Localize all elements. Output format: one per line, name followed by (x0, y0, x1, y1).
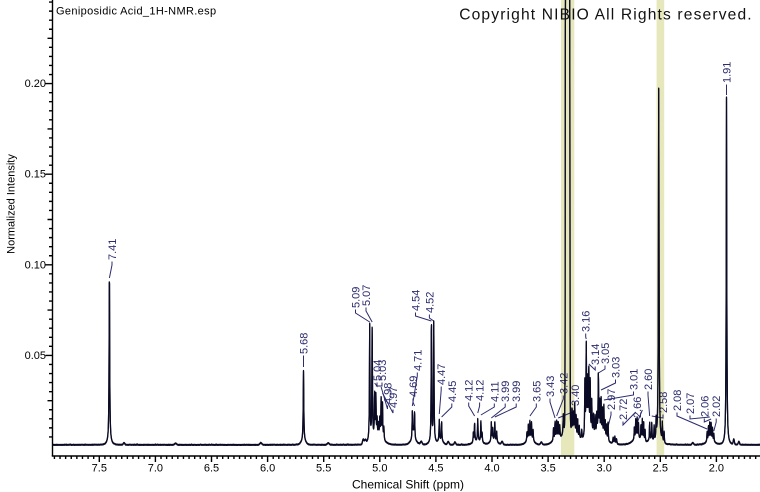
svg-text:5.07: 5.07 (361, 285, 373, 306)
svg-text:5.0: 5.0 (372, 463, 387, 475)
svg-text:2.06: 2.06 (699, 396, 711, 417)
svg-text:3.40: 3.40 (570, 385, 582, 406)
svg-text:7.41: 7.41 (107, 239, 119, 260)
svg-text:4.45: 4.45 (447, 381, 459, 402)
svg-text:4.12: 4.12 (475, 380, 487, 401)
svg-text:6.5: 6.5 (204, 463, 219, 475)
svg-text:4.54: 4.54 (411, 290, 423, 311)
svg-text:7.0: 7.0 (148, 463, 163, 475)
svg-text:2.97: 2.97 (606, 389, 618, 410)
svg-text:Chemical Shift (ppm): Chemical Shift (ppm) (352, 478, 464, 492)
svg-text:6.0: 6.0 (260, 463, 275, 475)
svg-text:2.60: 2.60 (643, 369, 655, 390)
svg-text:3.03: 3.03 (611, 357, 623, 378)
svg-text:5.09: 5.09 (351, 287, 363, 308)
svg-text:2.58: 2.58 (658, 392, 670, 413)
svg-text:4.0: 4.0 (484, 463, 499, 475)
svg-text:2.5: 2.5 (653, 463, 668, 475)
svg-text:0.20: 0.20 (25, 78, 46, 90)
svg-text:5.5: 5.5 (316, 463, 331, 475)
svg-text:3.99: 3.99 (511, 381, 523, 402)
svg-text:0.15: 0.15 (25, 169, 46, 181)
svg-text:5.03: 5.03 (377, 360, 389, 381)
svg-text:4.11: 4.11 (489, 381, 501, 402)
svg-text:1.91: 1.91 (722, 62, 734, 83)
svg-text:0.10: 0.10 (25, 259, 46, 271)
svg-text:4.69: 4.69 (408, 376, 420, 397)
svg-text:Copyright NIBIO All Rights res: Copyright NIBIO All Rights reserved. (459, 7, 753, 24)
svg-text:3.42: 3.42 (558, 373, 570, 394)
svg-text:4.71: 4.71 (412, 350, 424, 371)
svg-text:3.16: 3.16 (581, 311, 593, 332)
svg-text:3.05: 3.05 (600, 343, 612, 364)
svg-text:4.47: 4.47 (436, 364, 448, 385)
svg-text:3.43: 3.43 (545, 376, 557, 397)
svg-text:5.68: 5.68 (299, 333, 311, 354)
svg-text:2.02: 2.02 (711, 396, 723, 417)
svg-text:4.5: 4.5 (428, 463, 443, 475)
svg-text:3.99: 3.99 (500, 381, 512, 402)
svg-text:5.04: 5.04 (372, 360, 384, 381)
svg-text:0.05: 0.05 (25, 350, 46, 362)
svg-text:2.66: 2.66 (632, 397, 644, 418)
svg-text:3.01: 3.01 (629, 369, 641, 390)
svg-text:3.14: 3.14 (590, 344, 602, 365)
svg-text:3.0: 3.0 (597, 463, 612, 475)
svg-text:2.0: 2.0 (709, 463, 724, 475)
svg-text:3.65: 3.65 (531, 381, 543, 402)
svg-text:3.5: 3.5 (540, 463, 555, 475)
svg-text:Geniposidic Acid_1H-NMR.esp: Geniposidic Acid_1H-NMR.esp (56, 5, 216, 17)
svg-text:7.5: 7.5 (92, 463, 107, 475)
svg-text:4.52: 4.52 (424, 292, 436, 313)
svg-text:4.97: 4.97 (388, 387, 400, 408)
svg-text:2.07: 2.07 (685, 393, 697, 414)
svg-text:2.72: 2.72 (618, 399, 630, 420)
svg-text:4.12: 4.12 (464, 380, 476, 401)
svg-text:Normalized Intensity: Normalized Intensity (6, 154, 18, 254)
svg-text:2.08: 2.08 (672, 390, 684, 411)
